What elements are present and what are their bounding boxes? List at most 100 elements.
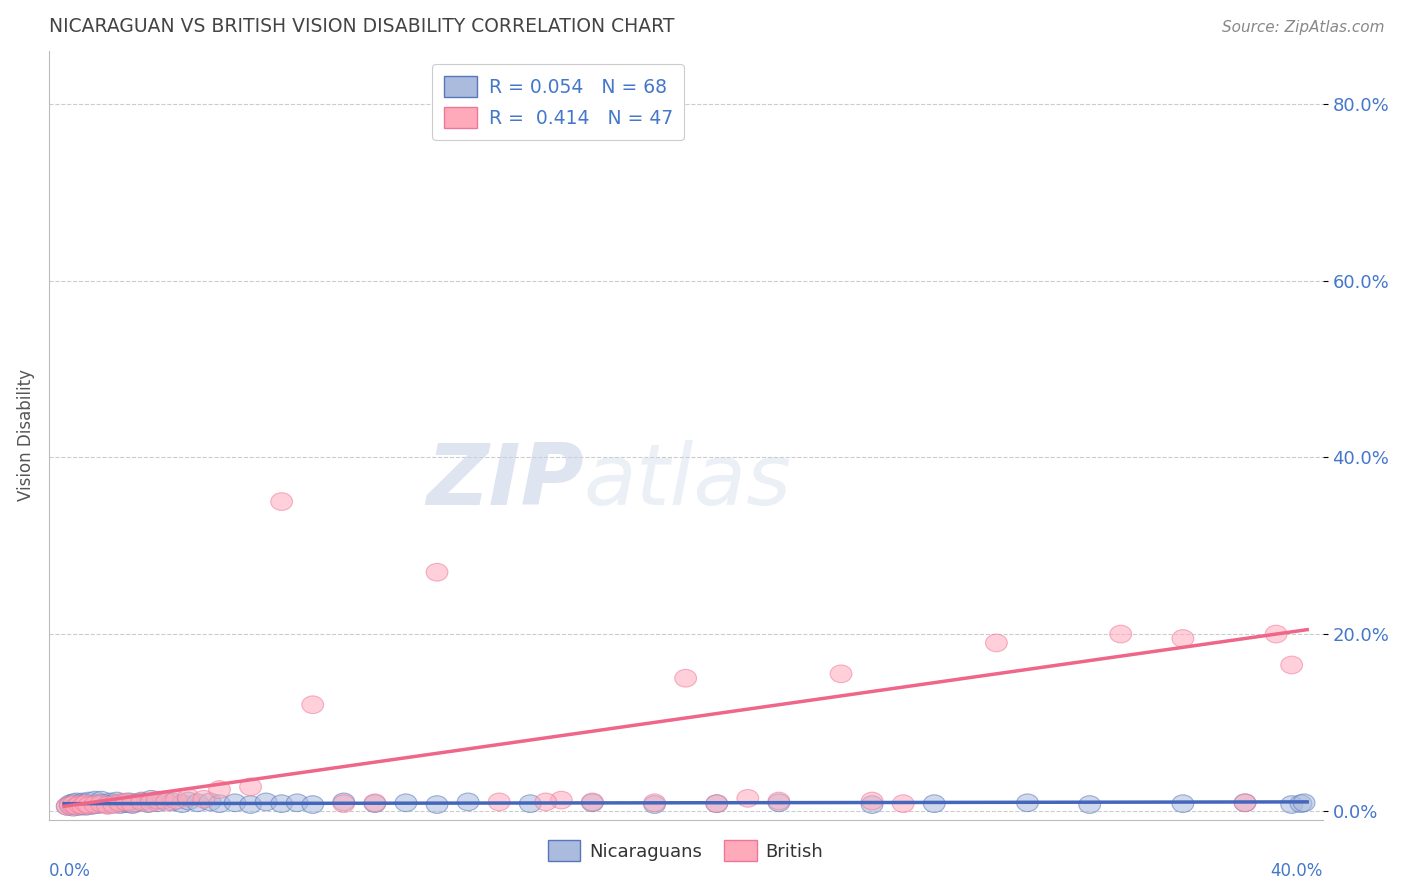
Ellipse shape xyxy=(62,794,84,812)
Ellipse shape xyxy=(333,795,354,813)
Ellipse shape xyxy=(72,793,94,811)
Y-axis label: Vision Disability: Vision Disability xyxy=(17,369,35,501)
Ellipse shape xyxy=(551,791,572,809)
Ellipse shape xyxy=(582,793,603,811)
Ellipse shape xyxy=(239,796,262,814)
Ellipse shape xyxy=(208,780,231,798)
Ellipse shape xyxy=(426,796,449,814)
Ellipse shape xyxy=(1078,796,1101,814)
Ellipse shape xyxy=(768,794,790,812)
Ellipse shape xyxy=(79,792,100,810)
Ellipse shape xyxy=(256,793,277,811)
Ellipse shape xyxy=(271,795,292,813)
Ellipse shape xyxy=(90,794,112,812)
Ellipse shape xyxy=(121,795,143,813)
Ellipse shape xyxy=(1109,625,1132,643)
Ellipse shape xyxy=(271,492,292,510)
Ellipse shape xyxy=(100,793,121,811)
Ellipse shape xyxy=(69,795,90,813)
Ellipse shape xyxy=(1173,795,1194,813)
Ellipse shape xyxy=(153,791,174,809)
Ellipse shape xyxy=(66,797,87,814)
Ellipse shape xyxy=(115,795,138,813)
Ellipse shape xyxy=(84,791,105,809)
Ellipse shape xyxy=(105,792,128,810)
Text: atlas: atlas xyxy=(583,440,792,523)
Ellipse shape xyxy=(131,792,153,810)
Ellipse shape xyxy=(534,793,557,811)
Ellipse shape xyxy=(141,794,162,812)
Ellipse shape xyxy=(84,796,105,814)
Ellipse shape xyxy=(239,778,262,796)
Ellipse shape xyxy=(115,793,138,811)
Ellipse shape xyxy=(62,798,84,816)
Ellipse shape xyxy=(224,794,246,812)
Text: 0.0%: 0.0% xyxy=(49,862,90,880)
Ellipse shape xyxy=(62,796,84,814)
Ellipse shape xyxy=(1234,794,1256,812)
Ellipse shape xyxy=(69,797,90,815)
Ellipse shape xyxy=(59,795,82,813)
Ellipse shape xyxy=(1265,625,1286,643)
Ellipse shape xyxy=(82,797,103,814)
Ellipse shape xyxy=(200,793,221,811)
Ellipse shape xyxy=(75,794,97,812)
Ellipse shape xyxy=(97,796,118,814)
Ellipse shape xyxy=(69,796,90,814)
Ellipse shape xyxy=(333,793,354,811)
Ellipse shape xyxy=(675,669,696,687)
Ellipse shape xyxy=(893,795,914,813)
Ellipse shape xyxy=(1173,630,1194,648)
Ellipse shape xyxy=(287,794,308,812)
Ellipse shape xyxy=(986,634,1007,652)
Ellipse shape xyxy=(364,795,385,813)
Text: 40.0%: 40.0% xyxy=(1271,862,1323,880)
Ellipse shape xyxy=(1017,794,1039,812)
Ellipse shape xyxy=(165,791,187,809)
Ellipse shape xyxy=(141,790,162,808)
Ellipse shape xyxy=(59,797,82,814)
Text: ZIP: ZIP xyxy=(426,440,583,523)
Ellipse shape xyxy=(72,797,94,814)
Ellipse shape xyxy=(519,795,541,813)
Ellipse shape xyxy=(66,793,87,811)
Ellipse shape xyxy=(90,791,112,809)
Ellipse shape xyxy=(87,796,110,814)
Ellipse shape xyxy=(582,794,603,812)
Ellipse shape xyxy=(1281,657,1302,673)
Ellipse shape xyxy=(146,794,169,812)
Ellipse shape xyxy=(302,796,323,814)
Ellipse shape xyxy=(208,795,231,813)
Ellipse shape xyxy=(72,797,94,814)
Ellipse shape xyxy=(395,794,416,812)
Ellipse shape xyxy=(706,795,727,813)
Ellipse shape xyxy=(90,795,112,813)
Ellipse shape xyxy=(97,797,118,814)
Ellipse shape xyxy=(79,797,100,814)
Ellipse shape xyxy=(768,792,790,810)
Ellipse shape xyxy=(426,564,449,581)
Ellipse shape xyxy=(924,795,945,813)
Ellipse shape xyxy=(862,792,883,810)
Ellipse shape xyxy=(862,796,883,814)
Ellipse shape xyxy=(146,791,169,809)
Ellipse shape xyxy=(706,795,727,813)
Ellipse shape xyxy=(94,795,115,813)
Ellipse shape xyxy=(177,789,200,806)
Ellipse shape xyxy=(66,797,87,815)
Ellipse shape xyxy=(193,790,215,808)
Ellipse shape xyxy=(131,793,153,811)
Ellipse shape xyxy=(103,795,125,813)
Ellipse shape xyxy=(488,793,510,811)
Ellipse shape xyxy=(125,794,146,812)
Ellipse shape xyxy=(84,795,105,813)
Ellipse shape xyxy=(1234,794,1256,812)
Ellipse shape xyxy=(110,796,131,814)
Ellipse shape xyxy=(830,665,852,682)
Ellipse shape xyxy=(56,797,79,815)
Ellipse shape xyxy=(172,795,193,813)
Ellipse shape xyxy=(121,796,143,814)
Ellipse shape xyxy=(138,795,159,813)
Ellipse shape xyxy=(118,793,141,811)
Ellipse shape xyxy=(737,789,759,807)
